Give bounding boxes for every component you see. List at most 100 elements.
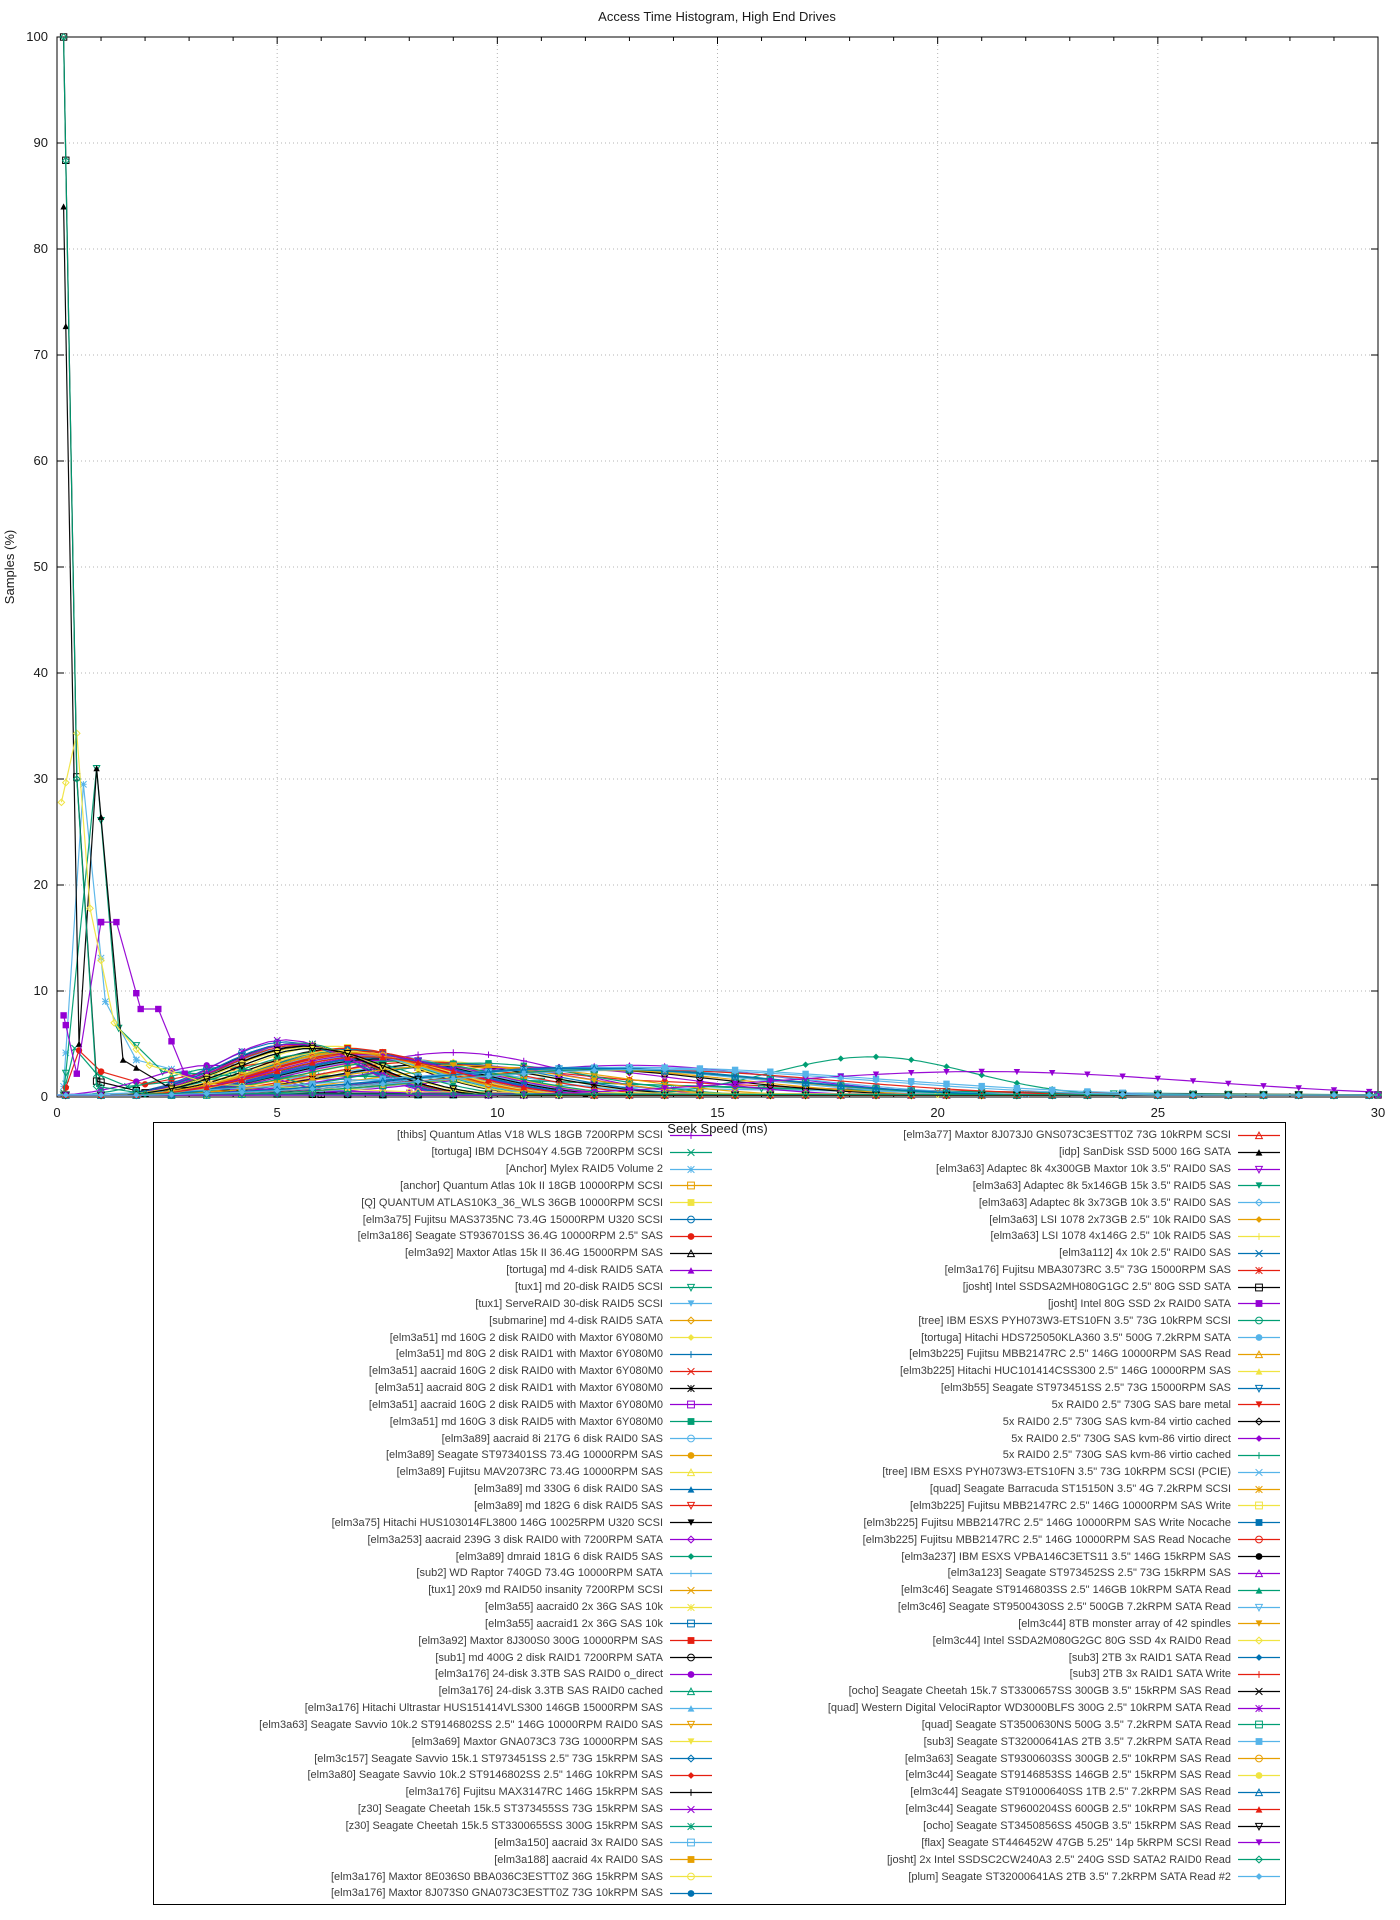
legend-marker-dif-icon (1237, 1651, 1281, 1664)
legend-item: [elm3a176] Hitachi Ultrastar HUS151414VL… (160, 1700, 713, 1717)
legend-marker-tuo-icon (1237, 1348, 1281, 1361)
legend-item: [elm3a51] aacraid 80G 2 disk RAID1 with … (160, 1380, 713, 1397)
legend-marker-tdo-icon (1237, 1601, 1281, 1614)
legend-label: [elm3a253] aacraid 239G 3 disk RAID0 wit… (367, 1533, 663, 1546)
legend-label: [elm3a89] md 182G 6 disk RAID5 SAS (474, 1499, 663, 1512)
legend-label: [elm3c44] Seagate ST9146853SS 146GB 2.5"… (905, 1769, 1231, 1782)
svg-text:0: 0 (41, 1089, 48, 1104)
legend-item: [elm3a150] aacraid 3x RAID0 SAS (160, 1834, 713, 1851)
legend-marker-tuo-icon (1237, 1786, 1281, 1799)
legend-item: [elm3a69] Maxtor GNA073C3 73G 10000RPM S… (160, 1733, 713, 1750)
legend-marker-dif-icon (1237, 1213, 1281, 1226)
legend-label: [elm3a176] Maxtor 8J073S0 GNA073C3ESTT0Z… (331, 1887, 663, 1900)
svg-text:5: 5 (274, 1105, 281, 1120)
legend-marker-plus-icon (669, 1786, 713, 1799)
legend-label: [elm3a89] Seagate ST973401SS 73.4G 10000… (385, 1449, 663, 1462)
legend-label: [Q] QUANTUM ATLAS10K3_36_WLS 36GB 10000R… (361, 1196, 663, 1209)
svg-text:60: 60 (34, 453, 48, 468)
legend-marker-tuf-icon (669, 1264, 713, 1277)
legend-item: [elm3a176] 24-disk 3.3TB SAS RAID0 cache… (160, 1683, 713, 1700)
legend-marker-tuf-icon (1237, 1803, 1281, 1816)
y-axis-label: Samples (%) (2, 530, 17, 604)
legend-label: [elm3b225] Fujitsu MBB2147RC 2.5" 146G 1… (862, 1533, 1231, 1546)
legend-marker-star-icon (1237, 1483, 1281, 1496)
legend-marker-sqo-icon (669, 1836, 713, 1849)
legend-item: [sub3] 2TB 3x RAID1 SATA Read (719, 1649, 1281, 1666)
legend-item: [elm3a89] dmraid 181G 6 disk RAID5 SAS (160, 1548, 713, 1565)
legend-item: [elm3a63] Seagate ST9300603SS 300GB 2.5"… (719, 1750, 1281, 1767)
legend-marker-tdo-icon (669, 1499, 713, 1512)
legend-label: 5x RAID0 2.5" 730G SAS kvm-84 virtio cac… (1002, 1415, 1231, 1428)
legend-marker-star-icon (1237, 1702, 1281, 1715)
legend-item: [elm3a237] IBM ESXS VPBA146C3ETS11 3.5" … (719, 1548, 1281, 1565)
legend-item: [elm3a75] Hitachi HUS103014FL3800 146G 1… (160, 1514, 713, 1531)
legend-item: [quad] Seagate Barracuda ST15150N 3.5" 4… (719, 1481, 1281, 1498)
legend-marker-cross-icon (1237, 1247, 1281, 1260)
legend-item: [elm3a51] aacraid 160G 2 disk RAID5 with… (160, 1397, 713, 1414)
legend-marker-cio-icon (669, 1432, 713, 1445)
svg-text:0: 0 (53, 1105, 60, 1120)
legend-item: [elm3a80] Seagate Savvio 10k.2 ST9146802… (160, 1767, 713, 1784)
legend-item: 5x RAID0 2.5" 730G SAS bare metal (719, 1397, 1281, 1414)
legend-marker-star-icon (669, 1820, 713, 1833)
legend-label: [idp] SanDisk SSD 5000 16G SATA (1058, 1146, 1231, 1159)
legend-item: [elm3a176] Fujitsu MBA3073RC 3.5" 73G 15… (719, 1262, 1281, 1279)
legend-marker-star-icon (669, 1163, 713, 1176)
legend-label: [elm3a75] Fujitsu MAS3735NC 73.4G 15000R… (362, 1213, 663, 1226)
legend-label: [z30] Seagate Cheetah 15k.5 ST373455SS 7… (357, 1803, 663, 1816)
legend-marker-dio-icon (1237, 1634, 1281, 1647)
legend-item: [elm3a63] Adaptec 8k 3x73GB 10k 3.5" RAI… (719, 1194, 1281, 1211)
legend-item: [Anchor] Mylex RAID5 Volume 2 (160, 1161, 713, 1178)
legend-marker-cross-icon (669, 1146, 713, 1159)
legend-item: [tree] IBM ESXS PYH073W3-ETS10FN 3.5" 73… (719, 1312, 1281, 1329)
legend-label: [ocho] Seagate ST3450856SS 450GB 3.5" 15… (923, 1820, 1231, 1833)
legend-label: [elm3a51] md 80G 2 disk RAID1 with Maxto… (395, 1348, 663, 1361)
legend-marker-star-icon (669, 1382, 713, 1395)
legend-item: [elm3a51] aacraid 160G 2 disk RAID0 with… (160, 1363, 713, 1380)
legend-marker-tuf-icon (1237, 1146, 1281, 1159)
legend-marker-dif-icon (1237, 1870, 1281, 1883)
legend-item: [elm3a176] Fujitsu MAX3147RC 146G 15kRPM… (160, 1784, 713, 1801)
legend-marker-sqo-icon (1237, 1281, 1281, 1294)
legend-marker-cio-icon (669, 1870, 713, 1883)
legend-item: [elm3a89] Fujitsu MAV2073RC 73.4G 10000R… (160, 1464, 713, 1481)
legend-item: [tux1] 20x9 md RAID50 insanity 7200RPM S… (160, 1582, 713, 1599)
legend-marker-plus-icon (669, 1567, 713, 1580)
legend-item: [elm3b225] Fujitsu MBB2147RC 2.5" 146G 1… (719, 1531, 1281, 1548)
legend-marker-tdf-icon (1237, 1179, 1281, 1192)
legend-marker-plus-icon (669, 1348, 713, 1361)
legend-item: [elm3a89] md 182G 6 disk RAID5 SAS (160, 1498, 713, 1515)
legend-marker-plus-icon (1237, 1449, 1281, 1462)
legend-label: [elm3a150] aacraid 3x RAID0 SAS (494, 1836, 663, 1849)
legend-label: [elm3a80] Seagate Savvio 10k.2 ST9146802… (307, 1769, 663, 1782)
legend-label: [elm3a51] aacraid 160G 2 disk RAID0 with… (368, 1365, 663, 1378)
legend-label: [tux1] ServeRAID 30-disk RAID5 SCSI (475, 1297, 663, 1310)
legend-label: [elm3a51] md 160G 3 disk RAID5 with Maxt… (389, 1415, 663, 1428)
legend-label: [sub3] 2TB 3x RAID1 SATA Read (1068, 1651, 1231, 1664)
legend-item: [elm3c46] Seagate ST9146803SS 2.5" 146GB… (719, 1582, 1281, 1599)
legend-label: [elm3a69] Maxtor GNA073C3 73G 10000RPM S… (411, 1735, 663, 1748)
svg-text:30: 30 (1371, 1105, 1385, 1120)
legend-marker-cio-icon (1237, 1752, 1281, 1765)
legend-item: [tux1] md 20-disk RAID5 SCSI (160, 1279, 713, 1296)
legend-item: [quad] Seagate ST3500630NS 500G 3.5" 7.2… (719, 1717, 1281, 1734)
legend-marker-tuf-icon (1237, 1365, 1281, 1378)
legend-item: [elm3a55] aacraid1 2x 36G SAS 10k (160, 1615, 713, 1632)
legend-label: [elm3a123] Seagate ST973452SS 2.5" 73G 1… (947, 1567, 1231, 1580)
legend-item: [z30] Seagate Cheetah 15k.5 ST3300655SS … (160, 1818, 713, 1835)
legend-marker-tdo-icon (1237, 1820, 1281, 1833)
legend-item: [elm3a63] Adaptec 8k 4x300GB Maxtor 10k … (719, 1161, 1281, 1178)
legend-label: [tux1] 20x9 md RAID50 insanity 7200RPM S… (428, 1584, 663, 1597)
legend-marker-tdf-icon (669, 1735, 713, 1748)
legend-label: [elm3a176] Fujitsu MBA3073RC 3.5" 73G 15… (944, 1264, 1231, 1277)
legend-marker-tdf-icon (1237, 1836, 1281, 1849)
legend-label: [elm3a63] LSI 1078 2x73GB 2.5" 10k RAID0… (989, 1213, 1231, 1226)
legend-marker-sqf-icon (669, 1196, 713, 1209)
legend-marker-cross-icon (669, 1365, 713, 1378)
legend-item: [elm3a92] Maxtor 8J300S0 300G 10000RPM S… (160, 1632, 713, 1649)
legend-marker-dif-icon (669, 1550, 713, 1563)
legend-item: [tree] IBM ESXS PYH073W3-ETS10FN 3.5" 73… (719, 1464, 1281, 1481)
legend-item: [josht] Intel 80G SSD 2x RAID0 SATA (719, 1295, 1281, 1312)
legend-marker-cif-icon (669, 1230, 713, 1243)
